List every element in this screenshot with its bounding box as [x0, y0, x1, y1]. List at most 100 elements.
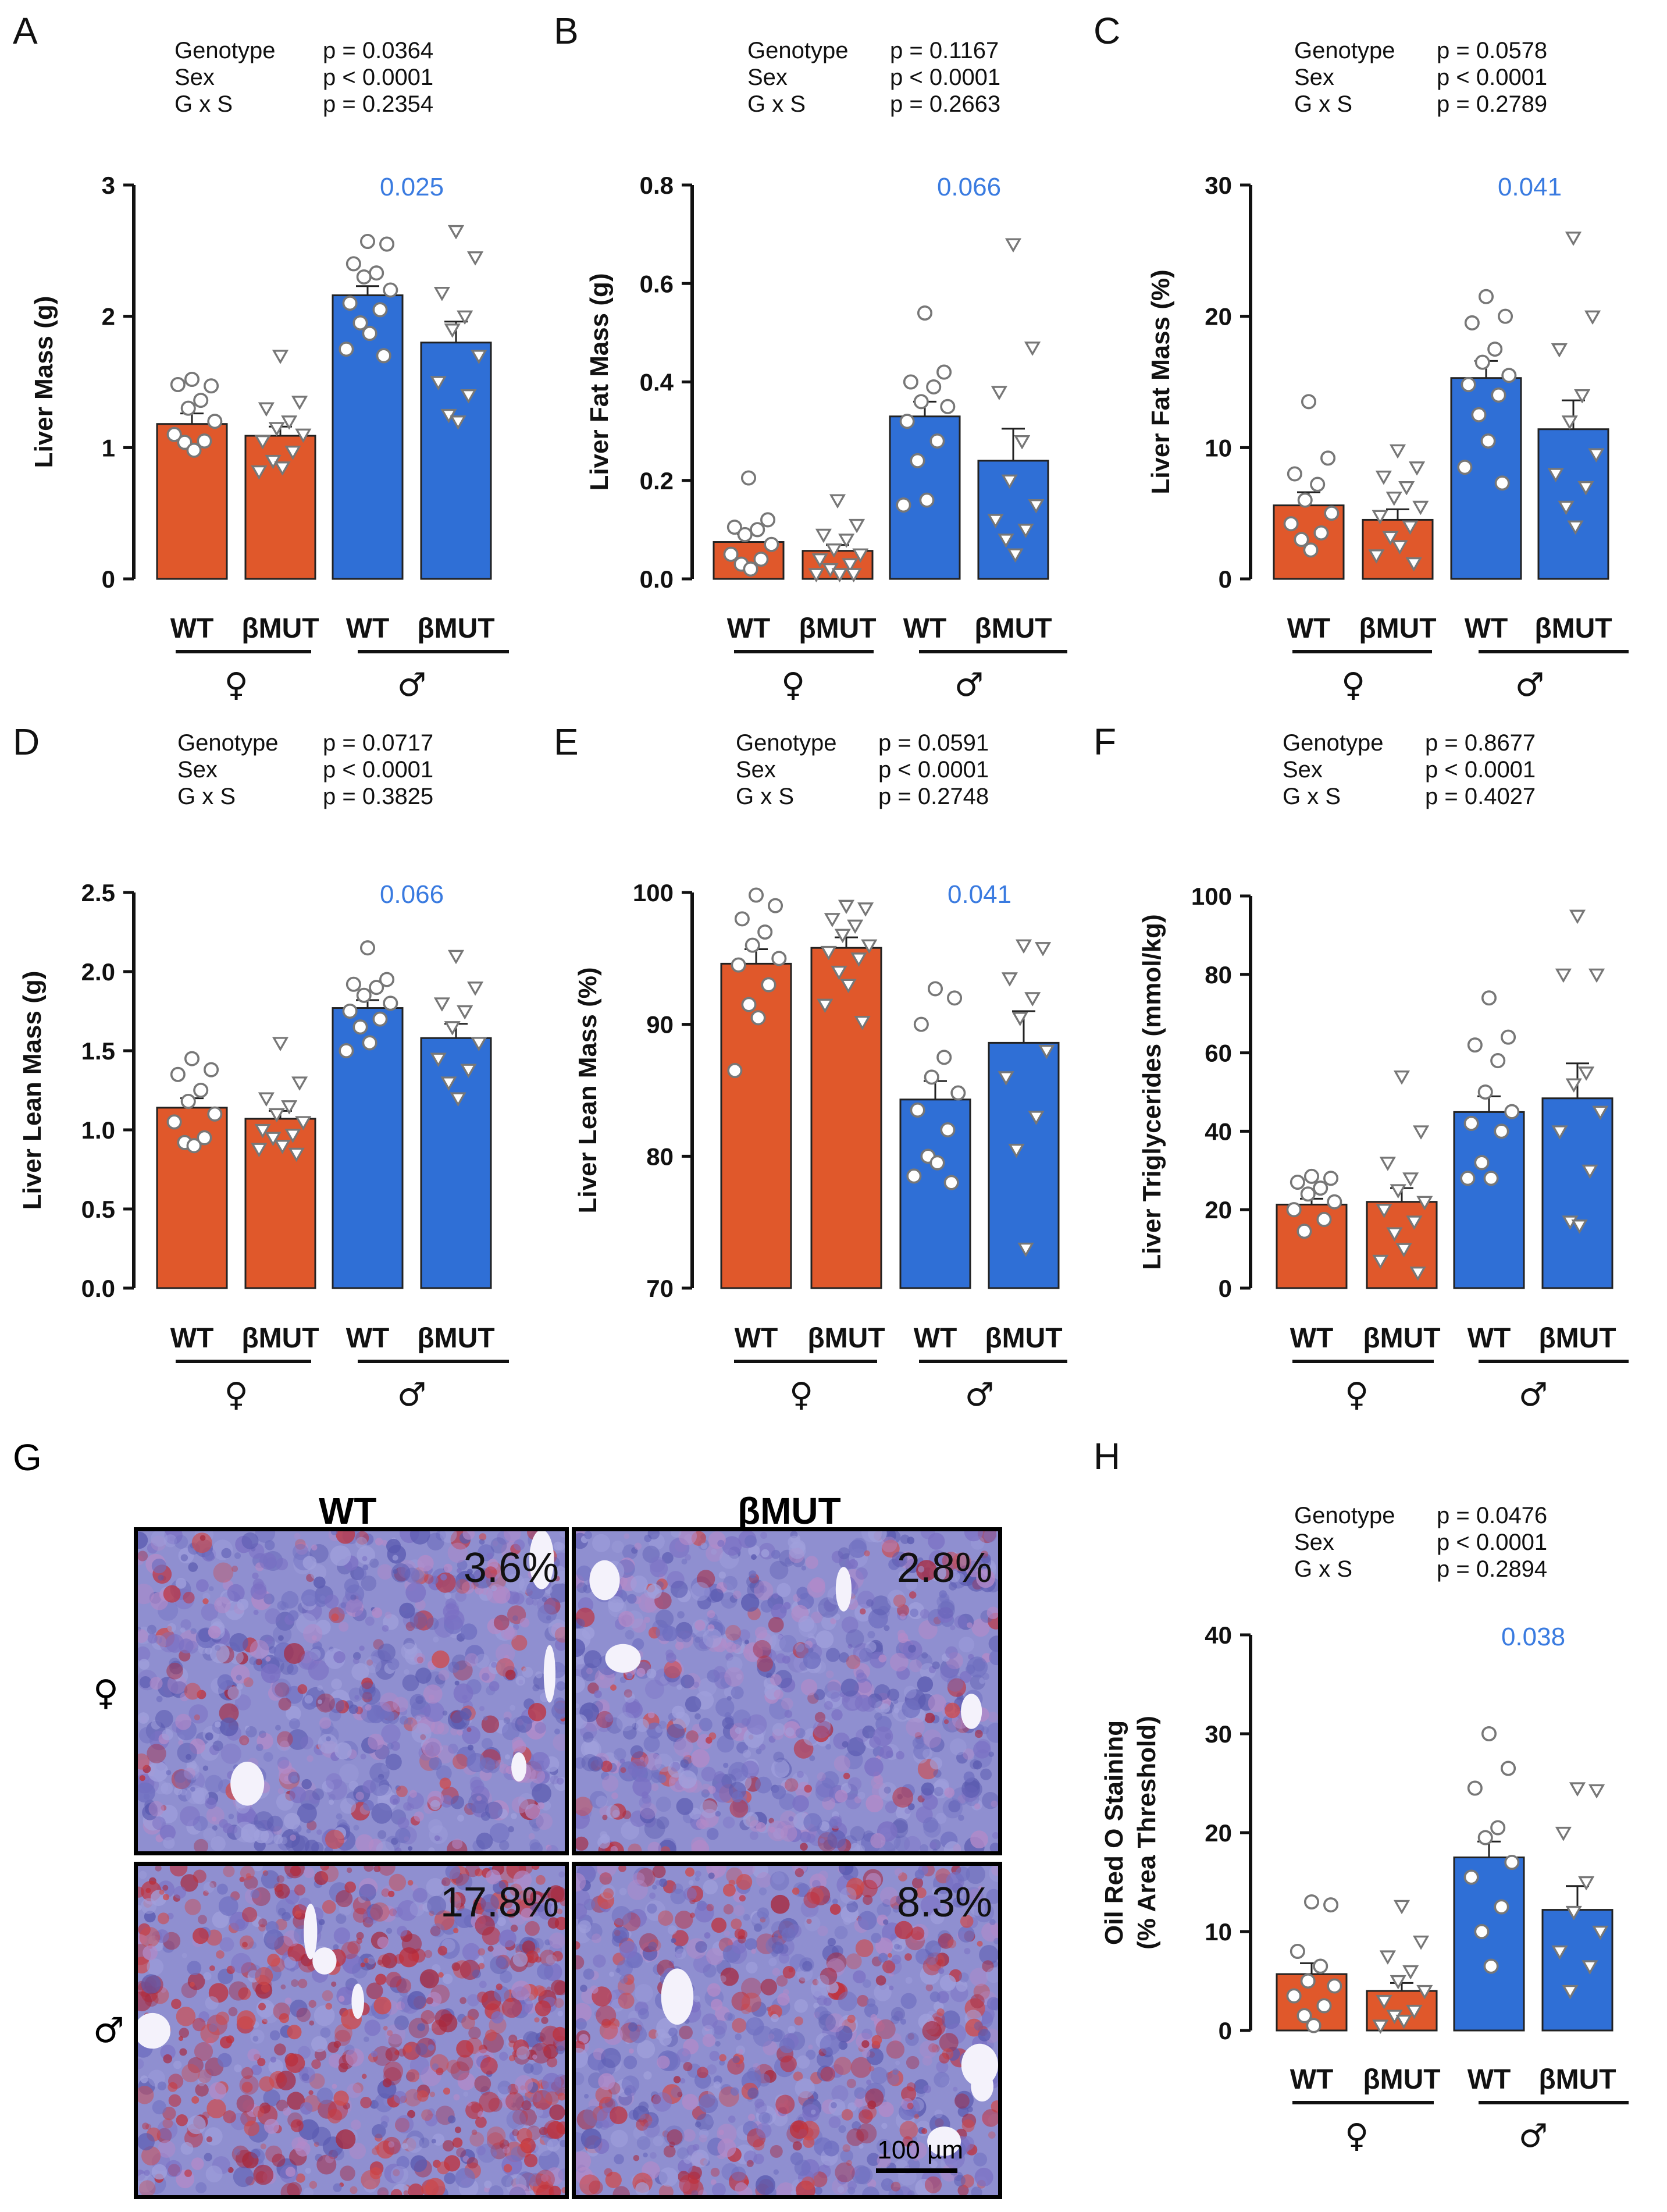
- tissue-cell: [653, 1752, 660, 1759]
- tissue-cell: [423, 1684, 443, 1704]
- tissue-cell: [205, 1996, 219, 2010]
- tissue-cell: [719, 1975, 726, 1983]
- tissue-cell: [511, 1737, 524, 1749]
- tissue-cell: [779, 2037, 795, 2053]
- tissue-cell: [206, 2136, 213, 2143]
- tissue-cell: [338, 1996, 345, 2002]
- tissue-cell: [163, 1534, 177, 1548]
- tissue-cell: [548, 1619, 565, 1638]
- panel-letter-g: G: [13, 1436, 42, 1478]
- tissue-cell: [929, 1757, 943, 1770]
- tissue-cell: [547, 2138, 560, 2152]
- tissue-cell: [902, 1699, 921, 1719]
- tissue-cell: [702, 2033, 716, 2047]
- tissue-cell: [918, 1566, 925, 1573]
- tissue-cell: [768, 1617, 784, 1633]
- tissue-cell: [682, 2093, 699, 2110]
- tissue-cell: [138, 2058, 144, 2069]
- tissue-cell: [938, 1968, 945, 1974]
- tissue-cell: [656, 1623, 674, 1641]
- tissue-cell: [244, 1875, 258, 1890]
- stats-label-sex: Sex: [1294, 65, 1334, 90]
- tissue-cell: [711, 2183, 726, 2195]
- tissue-cell: [283, 1812, 301, 1830]
- tissue-cell: [701, 2013, 718, 2029]
- tissue-cell: [472, 1969, 482, 1979]
- tissue-cell: [576, 2151, 592, 2171]
- bar-male-wt: [899, 1098, 971, 1289]
- tissue-cell: [227, 2167, 234, 2173]
- tissue-cell: [512, 1624, 519, 1630]
- tissue-cell: [461, 1623, 478, 1640]
- tissue-cell: [308, 2090, 314, 2095]
- tissue-cell: [831, 1550, 844, 1563]
- tissue-cell: [739, 1866, 756, 1877]
- tissue-cell: [351, 1962, 368, 1979]
- tissue-cell: [679, 2025, 693, 2040]
- tissue-cell: [704, 1932, 711, 1939]
- tissue-cell: [523, 2063, 534, 2074]
- stats-label-genotype: Genotype: [1283, 730, 1383, 756]
- category-label: βMUT: [241, 1323, 319, 1354]
- tissue-cell: [842, 1741, 849, 1748]
- tissue-cell: [713, 2081, 721, 2089]
- tissue-cell: [304, 1695, 314, 1704]
- tissue-cell: [655, 1880, 661, 1886]
- tissue-cell: [162, 1884, 169, 1891]
- tissue-cell: [646, 1722, 663, 1739]
- tissue-cell: [846, 2078, 856, 2089]
- tissue-cell: [888, 2186, 904, 2195]
- tissue-cell: [376, 1841, 395, 1851]
- tissue-cell: [536, 1875, 546, 1885]
- tissue-cell: [715, 1811, 721, 1817]
- tissue-cell: [395, 2115, 414, 2133]
- tissue-cell: [732, 2018, 747, 2033]
- tissue-cell: [419, 1969, 439, 1989]
- tissue-cell: [181, 1953, 187, 1958]
- tissue-vessel: [529, 1531, 554, 1589]
- tissue-cell: [688, 1880, 694, 1886]
- tissue-cell: [270, 2056, 277, 2063]
- tissue-cell: [589, 2180, 603, 2195]
- tissue-cell: [920, 1895, 941, 1916]
- tissue-cell: [529, 1839, 540, 1850]
- category-label: βMUT: [1534, 613, 1612, 644]
- male-symbol: ♂: [1515, 666, 1544, 704]
- tissue-cell: [546, 1954, 557, 1966]
- tissue-cell: [381, 1724, 401, 1744]
- tissue-cell: [935, 1953, 949, 1967]
- tissue-cell: [974, 1803, 981, 1810]
- tissue-vessel: [961, 2043, 998, 2087]
- tissue-cell: [515, 2075, 533, 2093]
- tissue-cell: [163, 2054, 172, 2064]
- tissue-cell: [769, 1634, 786, 1651]
- tissue-cell: [694, 1876, 700, 1882]
- tissue-cell: [503, 1717, 511, 1724]
- tissue-cell: [396, 1786, 408, 1797]
- tissue-cell: [934, 1787, 944, 1797]
- female-symbol: ♀: [1345, 2117, 1369, 2155]
- tissue-cell: [618, 1610, 635, 1627]
- tissue-cell: [707, 1983, 721, 1997]
- tissue-cell: [208, 1586, 214, 1592]
- tissue-cell: [845, 1629, 864, 1648]
- tissue-cell: [334, 1742, 352, 1760]
- tissue-cell: [898, 1570, 908, 1580]
- percent-male-wt: 17.8%: [440, 1879, 559, 1926]
- tissue-cell: [279, 1740, 290, 1751]
- tissue-cell: [393, 1569, 398, 1574]
- tissue-cell: [557, 2011, 564, 2017]
- tissue-cell: [861, 1531, 882, 1542]
- tissue-cell: [754, 1581, 774, 1601]
- tissue-cell: [929, 2160, 938, 2168]
- tissue-cell: [897, 1604, 910, 1617]
- tissue-cell: [604, 2168, 612, 2177]
- category-label: βMUT: [1538, 1323, 1616, 1354]
- tissue-cell: [346, 2083, 362, 2099]
- tissue-cell: [678, 1770, 697, 1789]
- tissue-cell: [638, 2113, 646, 2121]
- tissue-cell: [508, 1826, 514, 1833]
- tissue-cell: [434, 1674, 446, 1685]
- tissue-cell: [731, 1791, 743, 1802]
- tissue-cell: [914, 1869, 925, 1879]
